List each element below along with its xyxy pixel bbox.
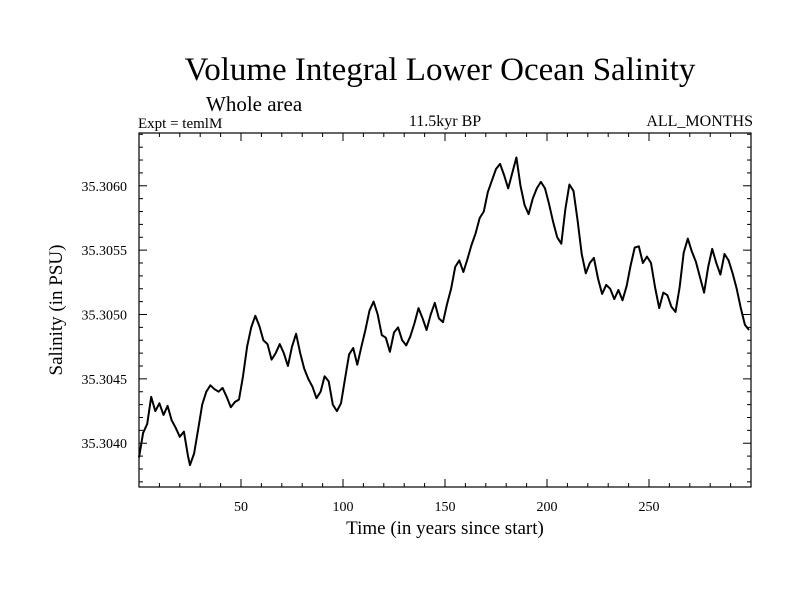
x-axis-ticks: 50 100 150 200 250 — [158, 133, 732, 515]
experiment-label: Expt = temlM — [138, 116, 223, 132]
x-tick-label: 250 — [639, 500, 660, 515]
chart-title: Volume Integral Lower Ocean Salinity — [184, 52, 696, 88]
x-tick-label: 100 — [333, 500, 354, 515]
y-tick-label: 35.3050 — [82, 309, 128, 324]
salinity-series-line — [138, 156, 750, 467]
y-tick-label: 35.3055 — [82, 244, 128, 259]
y-axis-label: Salinity (in PSU) — [46, 245, 67, 376]
y-tick-label: 35.3045 — [82, 373, 128, 388]
months-label: ALL_MONTHS — [646, 113, 753, 130]
x-tick-label: 50 — [234, 500, 248, 515]
x-tick-label: 150 — [435, 500, 456, 515]
y-axis-ticks: 35.3040 35.3045 35.3050 35.3055 35.3060 — [82, 133, 751, 483]
x-tick-label: 200 — [537, 500, 558, 515]
chart-subtitle: Whole area — [206, 92, 303, 116]
y-tick-label: 35.3040 — [82, 437, 128, 452]
x-axis-label: Time (in years since start) — [346, 518, 544, 539]
period-label: 11.5kyr BP — [408, 113, 482, 130]
y-tick-label: 35.3060 — [82, 180, 128, 195]
